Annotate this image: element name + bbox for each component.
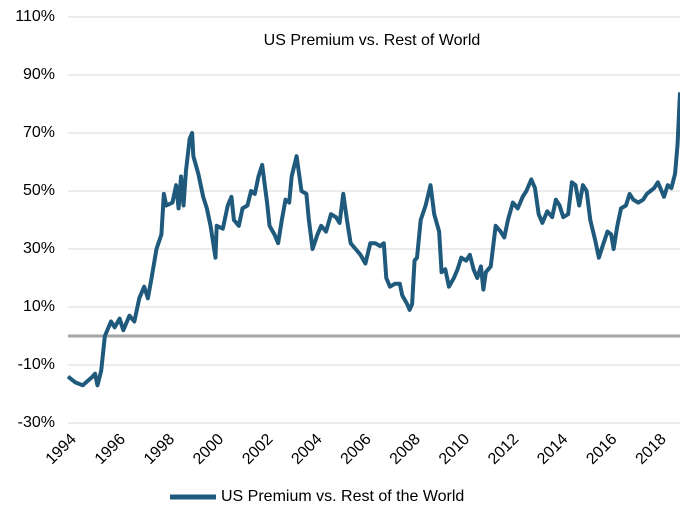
- y-tick-label: 90%: [23, 66, 55, 83]
- y-tick-label: 30%: [23, 240, 55, 257]
- y-tick-label: 70%: [23, 124, 55, 141]
- y-tick-label: 10%: [23, 298, 55, 315]
- y-tick-label: -30%: [18, 414, 55, 431]
- chart-title: US Premium vs. Rest of World: [264, 32, 481, 49]
- x-tick-label: 1996: [92, 431, 129, 468]
- x-tick-label: 1998: [141, 431, 178, 468]
- x-tick-label: 1994: [43, 431, 80, 468]
- x-tick-label: 2018: [633, 431, 670, 468]
- x-tick-label: 2010: [436, 431, 473, 468]
- x-tick-label: 2016: [583, 431, 620, 468]
- x-tick-label: 2012: [485, 431, 522, 468]
- x-tick-label: 2004: [288, 431, 325, 468]
- x-tick-label: 2002: [239, 431, 276, 468]
- x-tick-label: 2008: [387, 431, 424, 468]
- y-tick-label: 50%: [23, 182, 55, 199]
- x-tick-label: 2006: [338, 431, 375, 468]
- x-tick-label: 2000: [190, 431, 227, 468]
- legend-label: US Premium vs. Rest of the World: [221, 488, 464, 505]
- y-tick-label: -10%: [18, 356, 55, 373]
- y-tick-label: 110%: [15, 8, 55, 25]
- data-line: [66, 92, 680, 388]
- x-tick-label: 2014: [534, 431, 571, 468]
